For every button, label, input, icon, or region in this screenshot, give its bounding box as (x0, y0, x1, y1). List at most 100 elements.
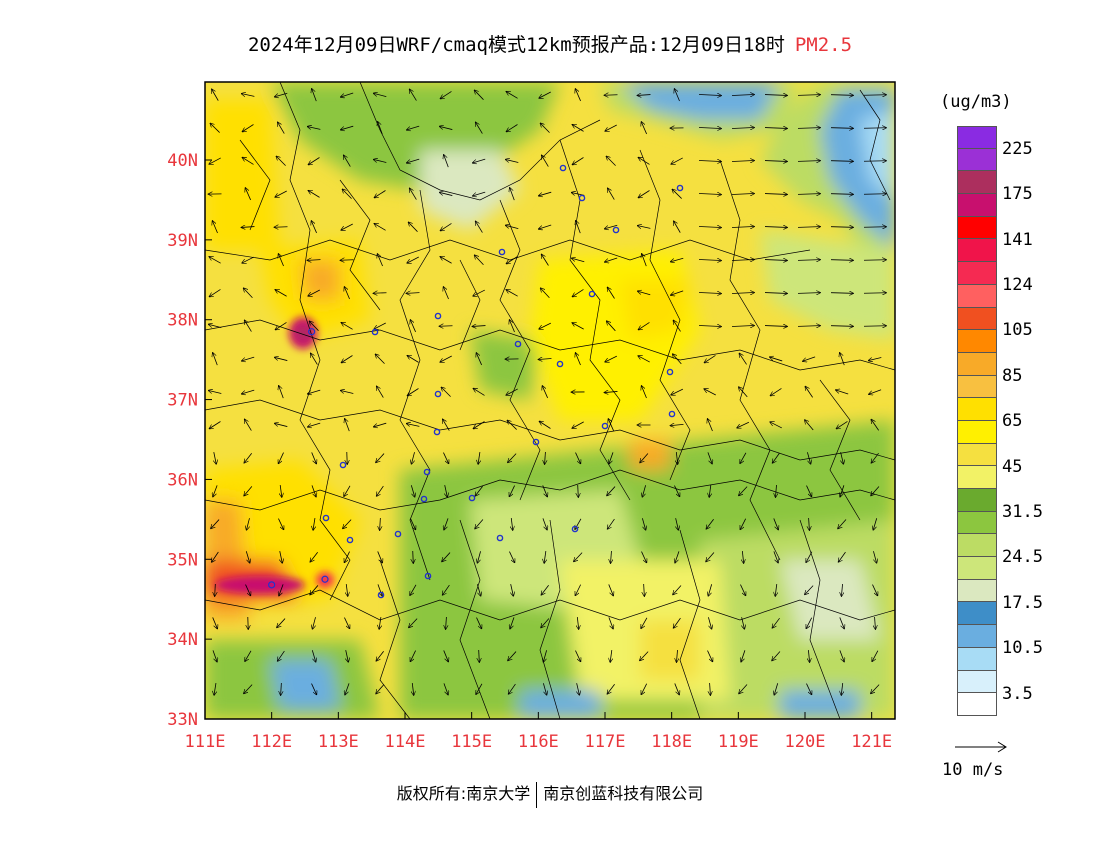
wind-arrow (737, 421, 750, 428)
wind-arrow (311, 452, 317, 463)
wind-arrow (275, 357, 288, 361)
wind-arrow (245, 188, 251, 201)
legend-swatch (957, 489, 997, 512)
legend-label: 10.5 (1002, 638, 1043, 659)
wind-arrow (308, 389, 321, 394)
wind-arrow (344, 155, 351, 167)
wind-arrow (741, 650, 746, 661)
wind-arrow (245, 584, 251, 596)
wind-arrow (805, 420, 814, 431)
wind-arrow (275, 290, 287, 297)
wind-arrow (806, 683, 811, 695)
map-title: 2024年12月09日WRF/cmaq模式12km预报产品:12月09日18时 P… (0, 30, 1100, 57)
wind-arrow (543, 683, 546, 695)
wind-arrow (508, 453, 517, 463)
wind-arrow (511, 517, 512, 530)
wind-arrow (473, 191, 486, 196)
wind-arrow (377, 485, 384, 496)
wind-arrow (673, 585, 682, 595)
lat-label: 40N (167, 151, 198, 171)
wind-arrow (539, 91, 551, 98)
wind-arrow (572, 125, 584, 132)
legend-swatch (957, 557, 997, 580)
wind-arrow (605, 355, 618, 362)
wind-arrow (344, 617, 349, 629)
wind-arrow (473, 326, 486, 327)
wind-arrow (764, 326, 787, 327)
wind-arrow (213, 485, 218, 496)
wind-arrow (446, 616, 447, 629)
legend-swatch (957, 511, 997, 535)
legend-label: 175 (1002, 184, 1033, 205)
legend-label: 31.5 (1002, 501, 1043, 522)
wind-arrow (507, 256, 518, 263)
wind-arrow (506, 290, 518, 297)
city-marker (434, 312, 442, 320)
wind-arrow (506, 160, 519, 163)
wind-arrow (672, 189, 682, 199)
wind-arrow (341, 125, 354, 130)
wind-arrow (698, 292, 721, 293)
wind-arrow (476, 353, 482, 366)
wind-arrow (764, 227, 787, 228)
legend-swatch (957, 239, 997, 263)
wind-arrow (412, 682, 413, 695)
wind-arrow (838, 519, 847, 529)
city-marker (601, 422, 609, 430)
wind-arrow (638, 226, 651, 229)
wind-arrow (673, 321, 681, 332)
wind-arrow (707, 650, 712, 662)
lon-label: 117E (585, 732, 626, 752)
wind-arrow (506, 388, 518, 395)
wind-arrow (443, 287, 449, 300)
wind-arrow (311, 650, 315, 662)
legend-swatch (957, 670, 997, 694)
wind-arrow (212, 617, 218, 628)
wind-arrow (277, 618, 286, 628)
wind-arrow (764, 128, 787, 129)
wind-arrow (873, 551, 876, 563)
wind-arrow (871, 486, 880, 495)
city-marker (498, 248, 506, 256)
wind-arrow (346, 583, 348, 596)
city-marker (668, 410, 676, 418)
legend-swatch (957, 171, 997, 195)
wind-arrow (278, 122, 285, 134)
legend-swatch (957, 579, 997, 603)
wind-arrow (641, 683, 648, 695)
wind-arrow (278, 518, 283, 530)
wind-arrow (698, 127, 721, 128)
wind-arrow (374, 224, 386, 231)
wind-arrow (242, 256, 254, 263)
lon-label: 115E (451, 732, 492, 752)
lat-label: 35N (167, 550, 198, 570)
city-marker (676, 184, 684, 192)
legend-swatch (957, 194, 997, 217)
axis-ticks (204, 159, 873, 720)
wind-arrow (214, 683, 216, 695)
wind-arrow (476, 221, 483, 233)
wind-arrow (805, 585, 814, 595)
wind-arrow (707, 452, 712, 463)
city-marker (433, 428, 441, 436)
wind-arrow (276, 322, 287, 329)
legend-swatch (957, 148, 997, 172)
wind-arrow (840, 353, 845, 366)
longitude-labels: 111E 112E 113E 114E 115E 116E 117E 118E 119E 120E… (185, 732, 893, 752)
wind-arrow (410, 650, 416, 662)
wind-arrow (542, 518, 547, 529)
wind-arrow (607, 486, 616, 496)
city-marker (371, 328, 379, 336)
wind-arrow (764, 194, 787, 195)
wind-arrow (209, 157, 221, 164)
wind-arrow (742, 550, 743, 563)
wind-arrow (510, 188, 515, 201)
wind-arrow (642, 386, 647, 399)
lon-label: 118E (651, 732, 692, 752)
legend-swatch (957, 398, 997, 421)
wind-arrow (605, 257, 618, 262)
wind-arrow (638, 291, 651, 296)
wind-arrow (830, 128, 853, 129)
wind-arrow (280, 485, 282, 497)
lon-label: 113E (318, 732, 359, 752)
